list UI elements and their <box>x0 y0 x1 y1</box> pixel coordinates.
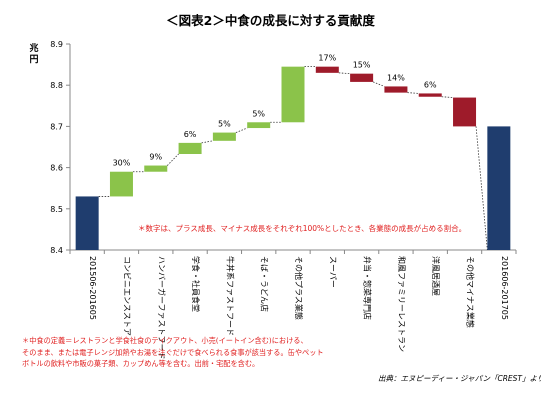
data-label: 6% <box>184 130 197 139</box>
y-tick-label: 8.8 <box>50 81 63 90</box>
y-tick-label: 8.7 <box>50 122 63 131</box>
footnote-line: そのまま、または電子レンジ加熱やお湯を注ぐだけで食べられる食事が該当する。缶やペ… <box>22 347 324 357</box>
y-tick-label: 8.6 <box>50 164 63 173</box>
chart-annotation: ＊数字は、プラス成長、マイナス成長をそれぞれ100%としたとき、各業態の成長が占… <box>138 223 466 233</box>
data-label: 5% <box>218 120 231 129</box>
footnote: ＊中食の定義＝レストランと学食社食のテイクアウト、小売(イートイン含む)における… <box>22 335 352 370</box>
bar <box>453 97 477 127</box>
x-tick-label: 201606-201705 <box>500 256 509 320</box>
x-axis-labels: 201506-201605 コンビニエンスストア ハンバーガーファストフード 学食・社… <box>88 256 509 360</box>
bar <box>247 122 271 129</box>
connector-line <box>441 96 454 98</box>
bar <box>281 66 305 123</box>
data-labels: 30% 9% 6% 5% 5% 17% 15% 14% 6% <box>113 54 437 168</box>
bar <box>178 142 202 155</box>
data-label: 15% <box>353 61 371 70</box>
y-tick-label: 8.9 <box>50 40 63 49</box>
bar <box>212 132 236 141</box>
x-tick-label: 学食・社員食堂 <box>191 256 201 312</box>
connector-line <box>407 92 419 94</box>
x-tick-label: 和風ファミリーレストラン <box>397 256 406 352</box>
connector-line <box>166 153 179 166</box>
chart-bars <box>75 66 511 250</box>
x-tick-label: 弁当・惣菜専門店 <box>363 256 373 320</box>
connector-line <box>338 72 351 75</box>
x-tick-label: スーパー <box>328 256 337 288</box>
bar <box>144 165 168 172</box>
x-tick-label: 牛丼系ファストフード <box>225 256 235 336</box>
data-label: 6% <box>424 80 437 89</box>
x-tick-label: そば・うどん店 <box>260 256 270 312</box>
bar <box>75 196 99 250</box>
footnote-line: ＊中食の定義＝レストランと学食社食のテイクアウト、小売(イートイン含む)における… <box>22 336 308 345</box>
x-tick-label: その他プラス業態 <box>294 256 304 320</box>
chart-title: ＜図表2＞中食の成長に対する貢献度 <box>166 13 375 28</box>
bar <box>418 93 442 97</box>
data-label: 14% <box>387 73 405 82</box>
x-tick-label: コンビニエンスストア <box>122 256 131 336</box>
x-tick-label: 201506-201605 <box>88 256 97 320</box>
bar <box>315 66 339 73</box>
bar <box>109 171 133 197</box>
data-label: 30% <box>113 159 131 168</box>
bar <box>487 126 511 250</box>
source-credit: 出典：エヌピーディー・ジャパン「CREST」より <box>378 374 541 383</box>
bar <box>350 73 374 82</box>
data-label: 5% <box>252 109 265 118</box>
data-label: 9% <box>149 153 162 162</box>
x-tick-label: ハンバーガーファストフード <box>157 256 167 360</box>
connector-line <box>372 81 385 87</box>
x-tick-label: 洋風居酒屋 <box>431 256 441 296</box>
connector-line <box>235 127 248 133</box>
footnote-line: ボトルの飲料や市販の菓子類、カップめん等を含む。出前・宅配を含む。 <box>22 359 260 368</box>
y-tick-label: 8.4 <box>50 246 63 255</box>
bar <box>384 86 408 93</box>
connector-line <box>475 126 488 251</box>
connector-lines <box>98 66 488 251</box>
x-tick-label: その他マイナス業態 <box>466 256 476 328</box>
y-tick-label: 8.5 <box>50 205 63 214</box>
connector-line <box>201 140 213 144</box>
data-label: 17% <box>318 54 336 63</box>
chart-axes: 8.4 8.5 8.6 8.7 8.8 8.9 <box>50 40 517 255</box>
y-axis-unit-label: 兆円 <box>29 44 39 65</box>
